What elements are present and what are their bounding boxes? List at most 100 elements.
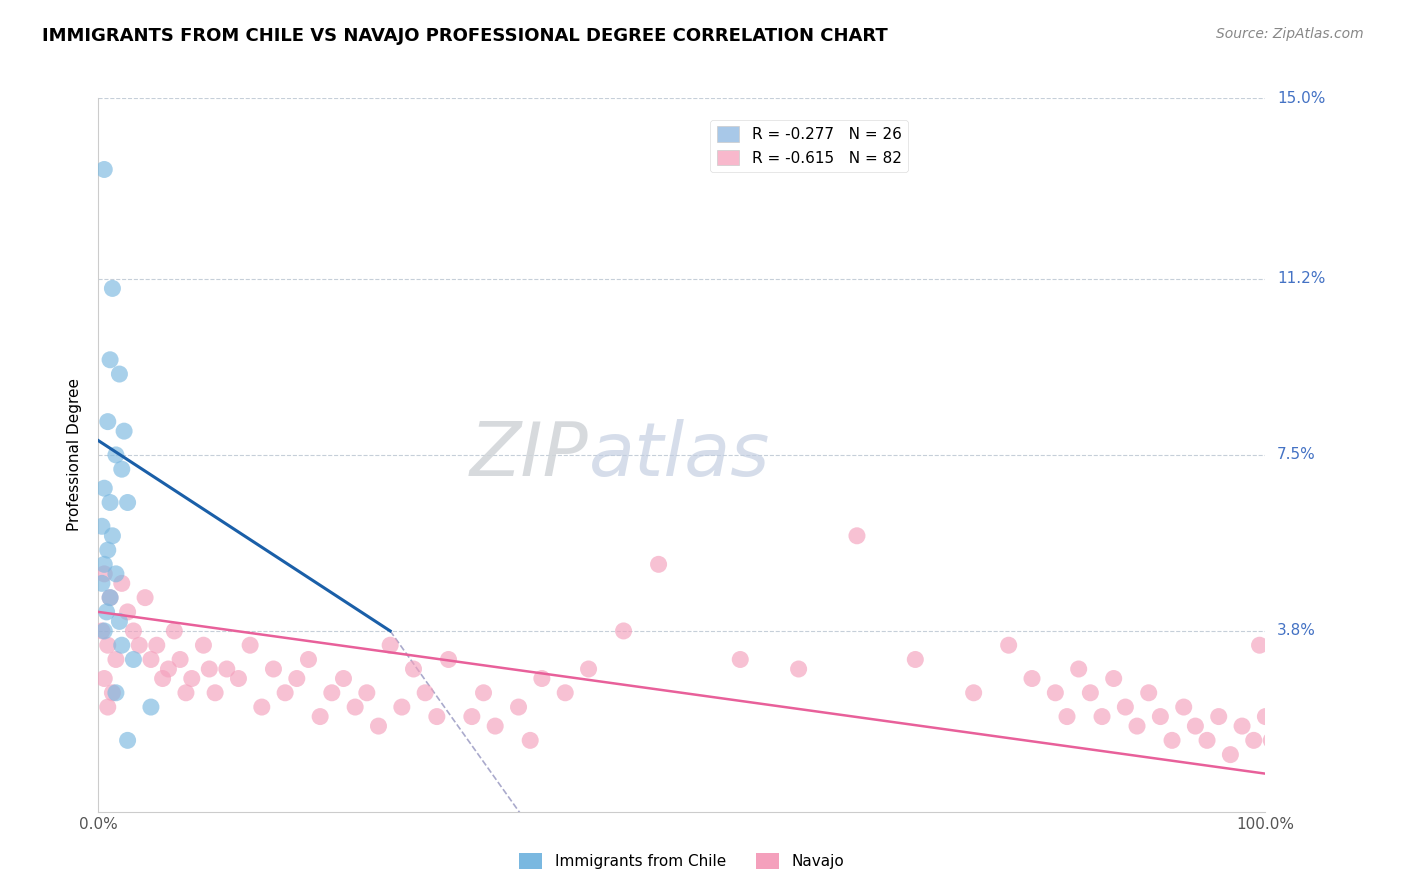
- Point: [1243, 733, 1265, 747]
- Point: [90, 576, 112, 591]
- Point: [1173, 700, 1195, 714]
- Point: [104, 652, 127, 666]
- Point: [1102, 672, 1125, 686]
- Point: [111, 638, 134, 652]
- Point: [321, 686, 343, 700]
- Point: [98, 591, 121, 605]
- Point: [98, 495, 121, 509]
- Point: [180, 672, 202, 686]
- Point: [117, 733, 139, 747]
- Point: [104, 686, 127, 700]
- Point: [1067, 662, 1090, 676]
- Point: [122, 652, 145, 666]
- Point: [262, 662, 284, 676]
- Point: [117, 495, 139, 509]
- Point: [193, 638, 215, 652]
- Point: [1114, 700, 1136, 714]
- Point: [1149, 709, 1171, 723]
- Point: [1208, 709, 1230, 723]
- Point: [112, 424, 135, 438]
- Point: [1091, 709, 1114, 723]
- Point: [239, 638, 262, 652]
- Point: [647, 558, 669, 572]
- Point: [332, 672, 354, 686]
- Point: [344, 700, 367, 714]
- Point: [128, 638, 150, 652]
- Point: [111, 462, 134, 476]
- Point: [97, 700, 120, 714]
- Point: [101, 281, 124, 295]
- Legend: Immigrants from Chile, Navajo: Immigrants from Chile, Navajo: [513, 847, 851, 875]
- Point: [96, 605, 118, 619]
- Text: 15.0%: 15.0%: [1277, 91, 1326, 105]
- Point: [508, 700, 530, 714]
- Point: [297, 652, 319, 666]
- Point: [578, 662, 600, 676]
- Point: [1080, 686, 1102, 700]
- Point: [530, 672, 553, 686]
- Point: [97, 543, 120, 558]
- Point: [378, 638, 402, 652]
- Text: 7.5%: 7.5%: [1277, 448, 1316, 462]
- Point: [101, 529, 124, 543]
- Text: 3.8%: 3.8%: [1277, 624, 1316, 639]
- Point: [356, 686, 378, 700]
- Point: [228, 672, 250, 686]
- Point: [97, 638, 120, 652]
- Point: [139, 652, 162, 666]
- Text: Source: ZipAtlas.com: Source: ZipAtlas.com: [1216, 27, 1364, 41]
- Point: [274, 686, 297, 700]
- Point: [169, 652, 191, 666]
- Point: [93, 566, 115, 581]
- Point: [108, 367, 131, 381]
- Point: [104, 566, 127, 581]
- Point: [1126, 719, 1149, 733]
- Point: [904, 652, 927, 666]
- Point: [163, 624, 186, 638]
- Point: [97, 415, 120, 429]
- Point: [1056, 709, 1078, 723]
- Point: [730, 652, 752, 666]
- Point: [461, 709, 484, 723]
- Point: [98, 591, 121, 605]
- Text: IMMIGRANTS FROM CHILE VS NAVAJO PROFESSIONAL DEGREE CORRELATION CHART: IMMIGRANTS FROM CHILE VS NAVAJO PROFESSI…: [42, 27, 889, 45]
- Point: [93, 481, 115, 495]
- Point: [93, 162, 115, 177]
- Point: [787, 662, 810, 676]
- Point: [198, 662, 221, 676]
- Point: [1161, 733, 1184, 747]
- Point: [104, 448, 127, 462]
- Point: [101, 686, 124, 700]
- Point: [519, 733, 541, 747]
- Point: [997, 638, 1019, 652]
- Point: [90, 624, 112, 638]
- Point: [367, 719, 389, 733]
- Point: [111, 576, 134, 591]
- Point: [1137, 686, 1160, 700]
- Point: [1230, 719, 1253, 733]
- Point: [146, 638, 169, 652]
- Point: [391, 700, 413, 714]
- Point: [612, 624, 634, 638]
- Point: [93, 672, 115, 686]
- Point: [1045, 686, 1067, 700]
- Point: [90, 519, 112, 533]
- Text: atlas: atlas: [589, 419, 770, 491]
- Point: [1254, 709, 1277, 723]
- Point: [117, 605, 139, 619]
- Point: [1195, 733, 1218, 747]
- Point: [402, 662, 425, 676]
- Point: [309, 709, 332, 723]
- Point: [413, 686, 436, 700]
- Point: [157, 662, 180, 676]
- Point: [962, 686, 984, 700]
- Point: [1184, 719, 1206, 733]
- Point: [845, 529, 868, 543]
- Point: [437, 652, 460, 666]
- Point: [1249, 638, 1271, 652]
- Point: [204, 686, 226, 700]
- Point: [1219, 747, 1241, 762]
- Point: [108, 615, 131, 629]
- Point: [93, 624, 115, 638]
- Point: [98, 352, 121, 367]
